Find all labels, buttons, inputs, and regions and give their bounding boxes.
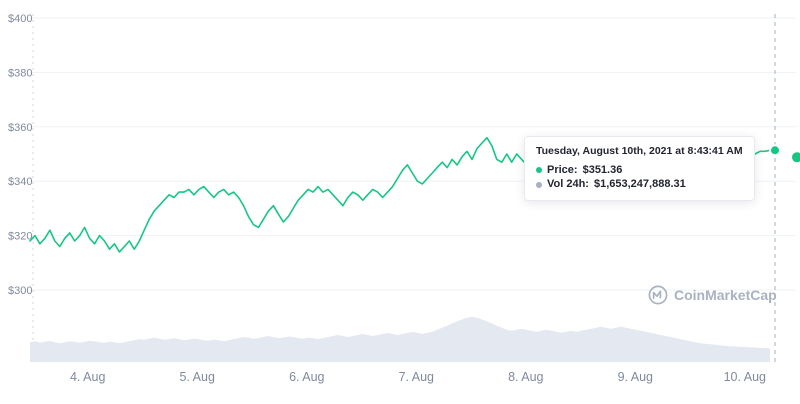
- tooltip-date: Tuesday, August 10th, 2021 at 8:43:41 AM: [536, 145, 743, 157]
- tooltip-volume-row: Vol 24h: $1,653,247,888.31: [536, 177, 743, 192]
- tooltip-price-value: $351.36: [582, 163, 623, 176]
- tooltip-vol-label: Vol 24h:: [547, 178, 589, 191]
- x-tick-label: 5. Aug: [179, 370, 214, 384]
- x-tick-label: 10. Aug: [724, 370, 766, 384]
- x-tick-label: 4. Aug: [70, 370, 105, 384]
- x-axis-labels: 4. Aug 5. Aug 6. Aug 7. Aug 8. Aug 9. Aug 10. …: [70, 370, 766, 384]
- y-tick-label: $400: [8, 13, 32, 25]
- price-dot-icon: [536, 167, 542, 174]
- volume-area: [30, 316, 770, 362]
- coinmarketcap-logo-icon: [648, 285, 668, 305]
- chart-tooltip: Tuesday, August 10th, 2021 at 8:43:41 AM…: [524, 136, 755, 202]
- y-tick-label: $340: [8, 176, 32, 188]
- y-tick-label: $380: [8, 67, 32, 79]
- price-marker-dot: [769, 144, 781, 157]
- live-price-dot: [790, 150, 800, 165]
- y-tick-label: $320: [8, 231, 32, 243]
- y-gridlines: [30, 17, 796, 291]
- y-tick-label: $360: [8, 122, 32, 134]
- volume-dot-icon: [536, 181, 542, 188]
- coinmarketcap-watermark[interactable]: CoinMarketCap: [648, 285, 777, 305]
- y-axis-labels: $400 $380 $360 $340 $320 $300: [8, 13, 32, 297]
- tooltip-price-row: Price: $351.36: [536, 163, 743, 178]
- y-tick-label: $300: [8, 285, 32, 297]
- tooltip-vol-value: $1,653,247,888.31: [593, 178, 686, 191]
- x-tick-label: 9. Aug: [618, 370, 653, 384]
- watermark-label: CoinMarketCap: [674, 287, 777, 303]
- x-tick-label: 8. Aug: [508, 370, 543, 384]
- x-tick-label: 7. Aug: [399, 370, 434, 384]
- tooltip-price-label: Price:: [547, 163, 578, 176]
- x-tick-label: 6. Aug: [289, 370, 324, 384]
